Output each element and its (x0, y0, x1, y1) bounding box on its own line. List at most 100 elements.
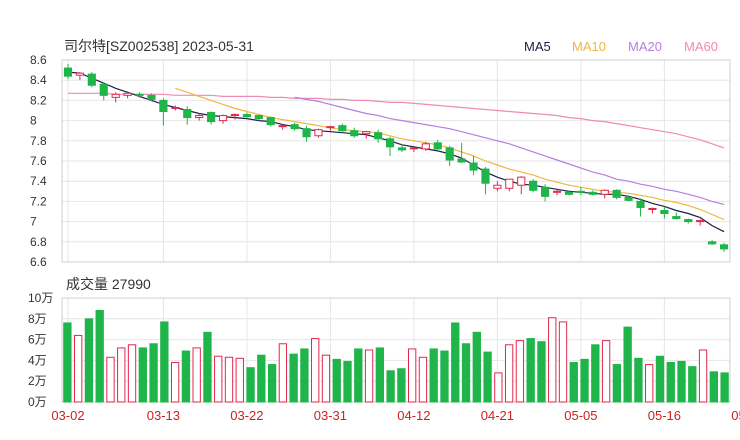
volume-y-tick: 10万 (28, 291, 53, 305)
volume-bar (160, 321, 169, 403)
volume-bar (634, 357, 643, 403)
price-y-tick: 6.8 (30, 235, 47, 249)
volume-bar (106, 356, 115, 403)
volume-bar (95, 309, 104, 403)
volume-bar (235, 357, 244, 403)
candle (207, 111, 216, 125)
candle-body (505, 178, 514, 189)
candle (302, 125, 311, 142)
volume-bar (655, 355, 665, 403)
volume-bar (364, 349, 374, 403)
volume-bar (429, 348, 438, 403)
candle-body (397, 147, 407, 151)
volume-y-tick: 6万 (28, 333, 47, 347)
volume-bar (224, 356, 234, 403)
volume-bar (688, 366, 697, 403)
volume-bar (472, 331, 481, 403)
legend-ma5: MA5 (524, 39, 551, 54)
candle (385, 136, 395, 156)
candle (588, 190, 597, 196)
legend-ma10: MA10 (572, 39, 606, 54)
x-tick-label: 03-31 (314, 408, 347, 423)
volume-y-axis: 10万 8万 6万 4万 2万 0万 (28, 291, 53, 409)
candle-body (457, 158, 466, 163)
candle (230, 113, 240, 120)
candle-body (362, 131, 371, 135)
candle-body (278, 125, 287, 128)
candle (719, 242, 729, 252)
volume-bar (117, 347, 126, 403)
volume-bar (407, 348, 417, 403)
candle (350, 127, 359, 138)
candle-body (648, 207, 657, 210)
candle (99, 82, 108, 101)
candle (374, 129, 383, 143)
candle-body (469, 162, 478, 171)
candle-body (254, 115, 263, 120)
price-y-tick: 7 (30, 215, 37, 229)
volume-bar (300, 348, 309, 403)
price-y-tick: 7.6 (30, 154, 47, 168)
x-tick-label: 04-21 (481, 408, 514, 423)
candle (600, 189, 609, 199)
candle (111, 92, 120, 103)
volume-bar (203, 331, 212, 403)
volume-y-tick: 8万 (28, 312, 47, 326)
candle-body (517, 176, 526, 186)
volume-bar (483, 351, 492, 403)
volume-bar (63, 322, 72, 403)
volume-bar (289, 353, 298, 403)
x-tick-label: 03-22 (230, 408, 263, 423)
volume-panel-frame (61, 297, 731, 403)
volume-bar (494, 372, 503, 403)
candle-body (600, 189, 609, 195)
candle-body (135, 93, 144, 96)
volume-bar (645, 364, 654, 403)
candle (266, 116, 275, 127)
volume-bar (257, 354, 266, 403)
candle-body (338, 125, 347, 132)
candle-body (290, 124, 299, 130)
candle (159, 98, 168, 126)
price-y-tick: 7.2 (30, 194, 47, 208)
volume-bar (73, 334, 83, 403)
candle (421, 141, 430, 151)
candle (624, 195, 633, 202)
candle (195, 113, 204, 121)
candle (135, 92, 144, 98)
x-axis: 03-02 03-13 03-22 03-31 04-12 04-21 05-05 05-16… (51, 408, 740, 423)
volume-y-tick: 4万 (28, 353, 47, 367)
candle (696, 219, 705, 226)
candle (505, 178, 514, 192)
volume-title: 成交量 27990 (66, 276, 151, 292)
candle-body (374, 132, 383, 140)
ma20-line (294, 96, 725, 205)
candle-body (529, 180, 538, 191)
candle-body (445, 147, 454, 161)
candle (362, 130, 371, 139)
candle-body (123, 92, 132, 96)
volume-bar (666, 361, 675, 403)
candle (63, 64, 73, 80)
volume-bar (677, 360, 686, 403)
volume-bar (515, 340, 525, 403)
volume-bars (63, 309, 729, 403)
volume-bar (246, 367, 255, 403)
volume-bar (548, 317, 557, 403)
price-grid (62, 59, 730, 263)
candlesticks (63, 64, 729, 252)
candle-body (672, 216, 681, 220)
candle-body (302, 128, 311, 138)
volume-bar (698, 349, 708, 403)
legend: MA5 MA10 MA20 MA60 (524, 39, 718, 54)
volume-bar (138, 347, 147, 403)
volume-bar (580, 358, 589, 403)
candle (75, 72, 84, 81)
ma5-line (67, 71, 725, 233)
candle (636, 198, 645, 217)
candle (517, 176, 526, 195)
candle (147, 93, 156, 102)
candle (338, 123, 347, 133)
price-panel-frame (61, 59, 731, 263)
